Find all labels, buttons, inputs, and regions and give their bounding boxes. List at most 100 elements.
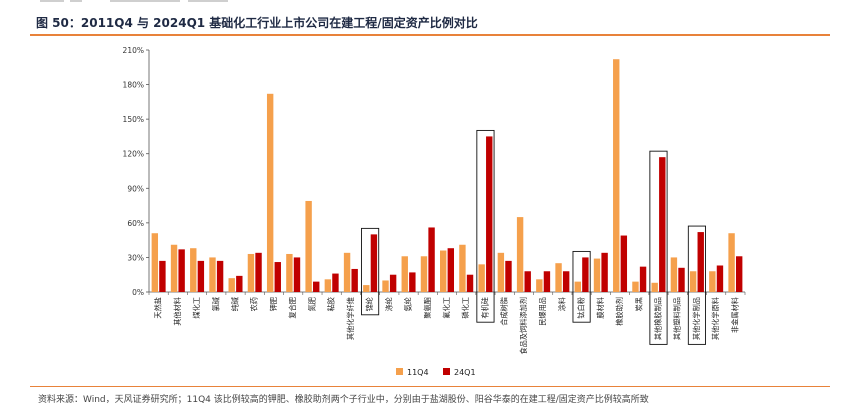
x-tick-label: 氨纶 bbox=[404, 297, 413, 311]
x-tick-label: 其他材料 bbox=[173, 297, 182, 326]
bar-11q4 bbox=[286, 253, 293, 292]
x-tick-label: 煤化工 bbox=[192, 297, 201, 319]
figure-header: 图 50：2011Q4 与 2024Q1 基础化工行业上市公司在建工程/固定资产… bbox=[30, 8, 830, 36]
bar-11q4 bbox=[459, 244, 466, 292]
bar-24q1 bbox=[524, 271, 531, 292]
figure-title: 图 50：2011Q4 与 2024Q1 基础化工行业上市公司在建工程/固定资产… bbox=[36, 16, 478, 30]
title-underline bbox=[30, 34, 830, 36]
bar-11q4 bbox=[343, 252, 351, 292]
legend-swatch-11q4 bbox=[396, 368, 403, 375]
bar-11q4 bbox=[670, 257, 678, 292]
bar-24q1 bbox=[678, 267, 685, 292]
bar-24q1 bbox=[236, 275, 243, 292]
bar-11q4 bbox=[170, 244, 178, 292]
bar-24q1 bbox=[389, 274, 397, 292]
y-tick-label: 30% bbox=[127, 253, 144, 262]
bar-11q4 bbox=[651, 282, 658, 292]
bar-11q4 bbox=[613, 59, 620, 292]
bar-11q4 bbox=[728, 233, 735, 292]
bar-24q1 bbox=[582, 257, 589, 292]
x-tick-label: 涂料 bbox=[557, 297, 566, 311]
y-tick-label: 180% bbox=[123, 81, 144, 90]
bar-24q1 bbox=[255, 252, 262, 292]
bar-24q1 bbox=[697, 232, 704, 292]
bar-24q1 bbox=[505, 260, 512, 292]
x-tick-label: 炭黑 bbox=[634, 297, 643, 311]
bar-11q4 bbox=[555, 263, 562, 292]
top-cropped-text bbox=[0, 0, 850, 6]
x-tick-label: 非金属材料 bbox=[730, 297, 739, 333]
bar-11q4 bbox=[632, 281, 639, 292]
bar-24q1 bbox=[293, 257, 301, 292]
bar-11q4 bbox=[401, 256, 408, 292]
highlight-box bbox=[649, 150, 668, 345]
x-tick-label: 食品及饲料添加剂 bbox=[519, 297, 528, 355]
y-tick-label: 120% bbox=[123, 150, 144, 159]
x-tick-label: 锦纶 bbox=[365, 297, 374, 311]
bar-11q4 bbox=[151, 233, 159, 292]
x-tick-label: 钾肥 bbox=[269, 297, 278, 311]
x-tick-label: 其他化学纤维 bbox=[346, 297, 355, 340]
y-tick-label: 0% bbox=[132, 288, 144, 297]
x-tick-label: 有机硅 bbox=[480, 297, 489, 319]
highlight-box bbox=[361, 227, 380, 316]
bar-11q4 bbox=[324, 279, 332, 292]
bar-24q1 bbox=[274, 262, 281, 292]
bar-11q4 bbox=[420, 256, 428, 292]
bar-24q1 bbox=[159, 260, 166, 292]
legend-label-11q4: 11Q4 bbox=[407, 368, 429, 377]
x-tick-label: 氯碱 bbox=[211, 297, 220, 311]
bar-24q1 bbox=[486, 136, 493, 292]
highlight-box bbox=[476, 129, 495, 323]
bar-24q1 bbox=[428, 227, 435, 292]
footer-divider bbox=[30, 386, 830, 387]
bar-24q1 bbox=[601, 252, 608, 292]
bar-24q1 bbox=[370, 234, 378, 292]
y-tick-label: 60% bbox=[127, 219, 144, 228]
bar-11q4 bbox=[536, 279, 543, 292]
x-tick-label: 复合肥 bbox=[288, 297, 297, 319]
highlight-box bbox=[572, 250, 591, 323]
bar-24q1 bbox=[351, 268, 358, 292]
x-tick-label: 橡胶助剂 bbox=[615, 297, 624, 326]
bar-11q4 bbox=[247, 253, 255, 292]
bar-11q4 bbox=[209, 257, 216, 292]
bar-24q1 bbox=[735, 256, 743, 292]
bar-11q4 bbox=[382, 280, 389, 292]
x-tick-label: 其他塑料制品 bbox=[673, 297, 682, 340]
highlight-box bbox=[687, 225, 706, 345]
bar-chart: 0% 30% 60% 90% 120% 150% 180% 210% 天然盐 其他材料 煤化工 氯碱纯… bbox=[123, 46, 746, 377]
x-tick-label: 氟化工 bbox=[442, 297, 451, 319]
bar-24q1 bbox=[620, 235, 628, 292]
bar-24q1 bbox=[562, 271, 570, 292]
x-tick-label: 钛白粉 bbox=[577, 297, 586, 319]
x-tick-label: 农药 bbox=[250, 297, 259, 311]
bar-11q4 bbox=[497, 252, 505, 292]
bar-11q4 bbox=[440, 250, 447, 292]
x-tick-label: 磷化工 bbox=[461, 297, 470, 319]
bar-11q4 bbox=[574, 281, 581, 292]
x-tick-label: 氮肥 bbox=[307, 297, 316, 311]
source-note: 资料来源：Wind，天风证券研究所；11Q4 该比例较高的钾肥、橡胶助剂两个子行… bbox=[38, 395, 649, 405]
x-tick-label: 其他化学制品 bbox=[692, 297, 701, 340]
y-tick-label: 210% bbox=[123, 46, 144, 55]
bar-11q4 bbox=[190, 248, 197, 292]
x-tick-label: 聚氨酯 bbox=[423, 297, 432, 319]
bar-24q1 bbox=[466, 274, 474, 292]
bar-24q1 bbox=[639, 266, 647, 292]
bar-24q1 bbox=[543, 271, 551, 292]
x-tick-label: 涤纶 bbox=[384, 297, 393, 311]
bar-24q1 bbox=[332, 273, 339, 292]
x-tick-label: 其他化学原料 bbox=[711, 297, 720, 340]
x-tick-label: 天然盐 bbox=[154, 297, 163, 319]
bar-24q1 bbox=[447, 248, 454, 292]
bar-24q1 bbox=[216, 260, 224, 292]
legend-swatch-24q1 bbox=[443, 368, 450, 375]
y-tick-label: 90% bbox=[127, 184, 144, 193]
x-tick-label: 膜材料 bbox=[596, 297, 605, 319]
bar-11q4 bbox=[689, 271, 697, 292]
bar-24q1 bbox=[659, 157, 666, 292]
y-tick-label: 150% bbox=[123, 115, 144, 124]
bar-11q4 bbox=[478, 264, 485, 292]
bar-11q4 bbox=[516, 217, 524, 292]
